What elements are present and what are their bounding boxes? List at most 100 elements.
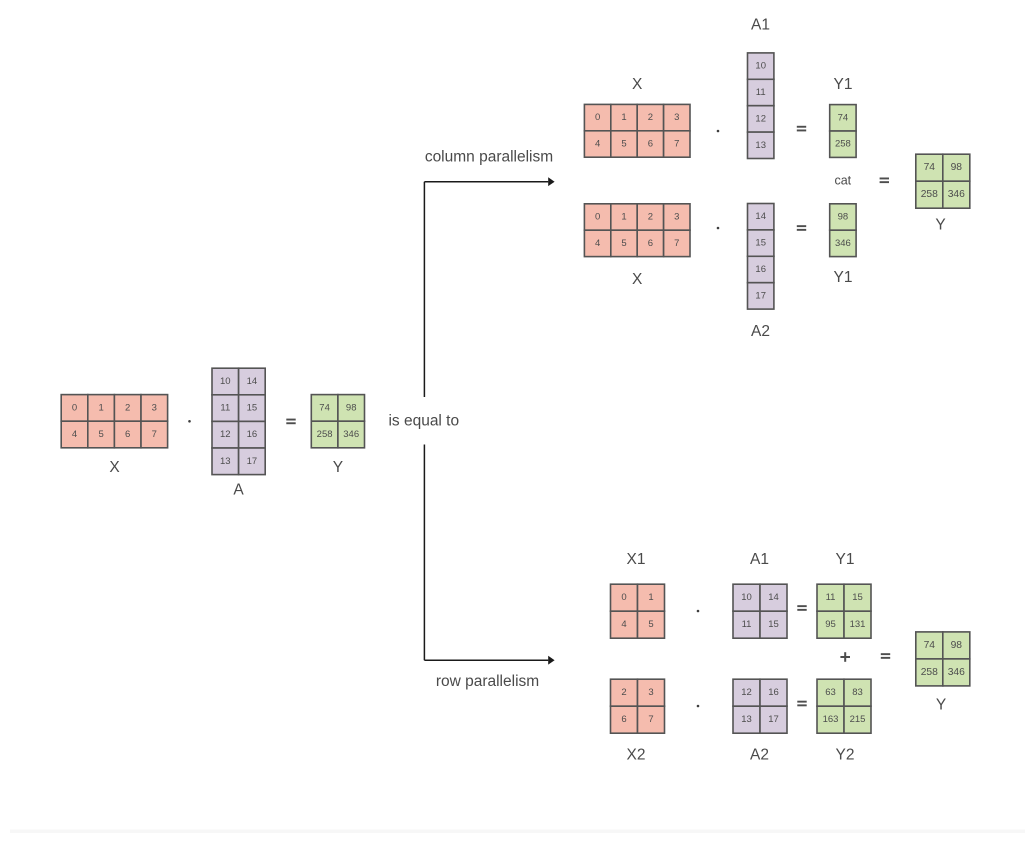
svg-text:column parallelism: column parallelism bbox=[425, 149, 553, 166]
svg-text:2: 2 bbox=[125, 402, 130, 413]
svg-text:4: 4 bbox=[595, 139, 600, 150]
svg-text:0: 0 bbox=[72, 402, 77, 413]
svg-text:2: 2 bbox=[621, 687, 626, 698]
svg-text:258: 258 bbox=[317, 429, 333, 440]
svg-text:98: 98 bbox=[951, 640, 963, 651]
svg-text:4: 4 bbox=[72, 429, 77, 440]
svg-text:17: 17 bbox=[247, 456, 258, 467]
svg-text:4: 4 bbox=[595, 238, 600, 249]
svg-text:X: X bbox=[109, 459, 120, 476]
svg-text:6: 6 bbox=[648, 139, 653, 150]
svg-text:Y: Y bbox=[333, 459, 343, 476]
svg-text:63: 63 bbox=[825, 687, 836, 698]
svg-text:6: 6 bbox=[621, 714, 626, 725]
svg-text:74: 74 bbox=[924, 162, 936, 173]
svg-text:15: 15 bbox=[247, 403, 258, 414]
svg-text:1: 1 bbox=[648, 592, 653, 603]
svg-text:1: 1 bbox=[98, 402, 103, 413]
svg-text:17: 17 bbox=[768, 714, 779, 725]
svg-text:346: 346 bbox=[948, 189, 965, 200]
svg-text:Y: Y bbox=[936, 697, 946, 714]
svg-text:10: 10 bbox=[755, 61, 766, 72]
svg-text:X: X bbox=[632, 76, 643, 93]
svg-text:258: 258 bbox=[835, 139, 851, 150]
svg-text:7: 7 bbox=[674, 238, 679, 249]
svg-text:13: 13 bbox=[220, 456, 231, 467]
svg-text:12: 12 bbox=[755, 113, 766, 124]
svg-text:Y: Y bbox=[935, 217, 945, 234]
svg-text:1: 1 bbox=[621, 112, 626, 123]
svg-text:is equal to: is equal to bbox=[388, 412, 459, 429]
svg-text:98: 98 bbox=[838, 212, 849, 223]
svg-text:98: 98 bbox=[346, 402, 357, 413]
svg-text:0: 0 bbox=[595, 212, 600, 223]
svg-text:0: 0 bbox=[621, 592, 626, 603]
svg-text:Y2: Y2 bbox=[836, 747, 855, 764]
svg-text:163: 163 bbox=[823, 714, 839, 725]
svg-text:0: 0 bbox=[595, 112, 600, 123]
svg-text:7: 7 bbox=[152, 429, 157, 440]
svg-text:95: 95 bbox=[825, 619, 836, 630]
svg-text:A1: A1 bbox=[751, 17, 770, 34]
svg-text:74: 74 bbox=[319, 402, 330, 413]
svg-text:16: 16 bbox=[247, 429, 258, 440]
svg-text:A2: A2 bbox=[750, 747, 769, 764]
svg-text:A2: A2 bbox=[751, 323, 770, 340]
svg-text:258: 258 bbox=[921, 189, 938, 200]
svg-text:5: 5 bbox=[648, 619, 653, 630]
svg-text:A1: A1 bbox=[750, 551, 769, 568]
svg-text:15: 15 bbox=[852, 592, 863, 603]
svg-text:Y1: Y1 bbox=[834, 269, 853, 286]
svg-text:7: 7 bbox=[648, 714, 653, 725]
svg-text:3: 3 bbox=[648, 687, 653, 698]
svg-text:Y1: Y1 bbox=[836, 551, 855, 568]
svg-text:83: 83 bbox=[852, 687, 863, 698]
svg-text:14: 14 bbox=[247, 376, 258, 387]
svg-text:X2: X2 bbox=[627, 747, 646, 764]
svg-text:6: 6 bbox=[648, 238, 653, 249]
svg-text:11: 11 bbox=[756, 87, 766, 98]
svg-text:258: 258 bbox=[921, 667, 938, 678]
svg-text:131: 131 bbox=[850, 619, 866, 630]
svg-text:2: 2 bbox=[648, 112, 653, 123]
svg-text:15: 15 bbox=[768, 619, 779, 630]
svg-text:98: 98 bbox=[951, 162, 963, 173]
svg-text:11: 11 bbox=[742, 619, 752, 630]
svg-text:17: 17 bbox=[755, 290, 766, 301]
svg-text:3: 3 bbox=[152, 402, 157, 413]
svg-text:346: 346 bbox=[948, 667, 965, 678]
svg-text:13: 13 bbox=[755, 140, 766, 151]
svg-text:5: 5 bbox=[621, 238, 626, 249]
svg-text:74: 74 bbox=[924, 640, 936, 651]
svg-text:row parallelism: row parallelism bbox=[436, 673, 539, 690]
svg-text:11: 11 bbox=[826, 592, 836, 603]
svg-text:1: 1 bbox=[621, 212, 626, 223]
svg-text:X: X bbox=[632, 271, 643, 288]
svg-text:12: 12 bbox=[220, 429, 231, 440]
svg-text:346: 346 bbox=[343, 429, 359, 440]
svg-text:16: 16 bbox=[768, 687, 779, 698]
svg-text:X1: X1 bbox=[627, 551, 646, 568]
svg-text:12: 12 bbox=[741, 687, 752, 698]
svg-text:3: 3 bbox=[674, 112, 679, 123]
svg-text:A: A bbox=[233, 482, 244, 499]
svg-text:10: 10 bbox=[220, 376, 231, 387]
svg-text:5: 5 bbox=[98, 429, 103, 440]
svg-text:11: 11 bbox=[220, 403, 230, 414]
svg-text:346: 346 bbox=[835, 238, 851, 249]
svg-text:14: 14 bbox=[755, 211, 766, 222]
svg-text:15: 15 bbox=[755, 238, 766, 249]
svg-text:16: 16 bbox=[755, 264, 766, 275]
svg-text:74: 74 bbox=[838, 112, 849, 123]
svg-text:6: 6 bbox=[125, 429, 130, 440]
svg-text:14: 14 bbox=[768, 592, 779, 603]
svg-text:215: 215 bbox=[850, 714, 866, 725]
svg-text:13: 13 bbox=[741, 714, 752, 725]
svg-text:2: 2 bbox=[648, 212, 653, 223]
svg-text:10: 10 bbox=[741, 592, 752, 603]
svg-text:4: 4 bbox=[621, 619, 626, 630]
svg-text:3: 3 bbox=[674, 212, 679, 223]
svg-text:Y1: Y1 bbox=[834, 76, 853, 93]
svg-text:cat: cat bbox=[834, 173, 851, 187]
svg-text:7: 7 bbox=[674, 139, 679, 150]
